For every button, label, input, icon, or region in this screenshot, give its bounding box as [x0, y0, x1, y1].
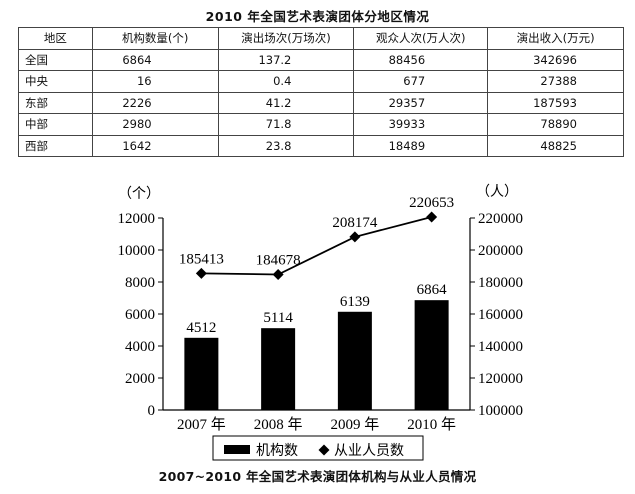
cell-orgs: 16	[91, 70, 219, 93]
cell-region: 中部	[18, 113, 93, 136]
bar-value-label: 4512	[186, 320, 216, 336]
chart-title: 2007~2010 年全国艺术表演团体机构与从业人员情况	[158, 469, 477, 484]
header-orgs: 机构数量(个)	[91, 27, 219, 50]
header-shows: 演出场次(万场次)	[217, 27, 355, 50]
cell-audience: 29357	[353, 91, 489, 114]
cell-revenue: 187593	[487, 91, 624, 114]
legend-line-marker	[318, 444, 330, 456]
cell-revenue: 48825	[487, 134, 624, 157]
table-title: 2010 年全国艺术表演团体分地区情况	[205, 9, 430, 24]
org-staff-chart: 0 2000 4000 6000 8000 10000 12000 100000 120000 1…	[118, 184, 523, 461]
cell-revenue: 342696	[487, 48, 624, 71]
right-tick-label: 100000	[478, 403, 523, 419]
legend-bar-label: 机构数	[256, 443, 298, 459]
staff-value-label: 208174	[332, 215, 378, 231]
right-tick-label: 220000	[478, 211, 523, 227]
staff-point	[272, 269, 284, 281]
cell-region: 全国	[18, 48, 93, 71]
x-tick-label: 2010 年	[407, 416, 456, 433]
cell-audience: 677	[353, 70, 489, 93]
x-tick-label: 2009 年	[330, 416, 379, 433]
table-header-row: 地区 机构数量(个) 演出场次(万场次) 观众人次(万人次) 演出收入(万元)	[18, 27, 624, 50]
table-row: 中央 16 0.4 677 27388	[18, 70, 624, 93]
cell-shows: 137.2	[217, 48, 355, 71]
left-tick-label: 8000	[125, 275, 155, 291]
bar	[337, 311, 372, 410]
staff-line	[201, 216, 432, 276]
left-tick-label: 2000	[125, 371, 155, 387]
right-tick-label: 160000	[478, 307, 523, 323]
cell-shows: 41.2	[217, 91, 355, 114]
left-tick-label: 10000	[118, 243, 156, 259]
staff-point	[349, 231, 361, 243]
x-tick-label: 2007 年	[177, 416, 226, 433]
left-axis-unit: （个）	[118, 186, 160, 202]
table-row: 全国 6864 137.2 88456 342696	[18, 48, 624, 71]
right-tick-label: 120000	[478, 371, 523, 387]
region-stats-table: 地区 机构数量(个) 演出场次(万场次) 观众人次(万人次) 演出收入(万元) …	[18, 27, 624, 157]
left-tick-label: 12000	[118, 211, 156, 227]
bar	[184, 337, 219, 410]
bar-value-label: 5114	[263, 310, 293, 326]
bar	[261, 328, 296, 410]
bar	[414, 300, 449, 410]
cell-orgs: 6864	[91, 48, 219, 71]
cell-region: 东部	[18, 91, 93, 114]
table-row: 中部 2980 71.8 39933 78890	[18, 113, 624, 136]
left-tick-label: 4000	[125, 339, 155, 355]
header-revenue: 演出收入(万元)	[487, 27, 624, 50]
cell-orgs: 2980	[91, 113, 219, 136]
staff-point	[426, 211, 438, 223]
cell-orgs: 1642	[91, 134, 219, 157]
table-row: 西部 1642 23.8 18489 48825	[18, 134, 624, 157]
left-tick-label: 6000	[125, 307, 155, 323]
left-tick-label: 0	[148, 403, 156, 419]
legend-box	[212, 435, 424, 461]
staff-value-label: 220653	[409, 195, 454, 211]
right-tick-label: 180000	[478, 275, 523, 291]
cell-shows: 23.8	[217, 134, 355, 157]
staff-value-label: 185413	[179, 251, 224, 267]
staff-value-label: 184678	[256, 253, 301, 269]
cell-orgs: 2226	[91, 91, 219, 114]
cell-audience: 39933	[353, 113, 489, 136]
legend-line-label: 从业人员数	[334, 443, 404, 459]
header-audience: 观众人次(万人次)	[353, 27, 489, 50]
cell-shows: 71.8	[217, 113, 355, 136]
bar-value-label: 6864	[417, 282, 448, 298]
right-tick-label: 200000	[478, 243, 523, 259]
legend-bar-swatch	[224, 445, 250, 454]
right-axis-unit: （人）	[476, 184, 518, 200]
bar-value-label: 6139	[340, 294, 370, 310]
staff-point	[195, 267, 207, 279]
cell-audience: 18489	[353, 134, 489, 157]
header-region: 地区	[18, 27, 93, 50]
x-tick-label: 2008 年	[254, 416, 303, 433]
right-tick-label: 140000	[478, 339, 523, 355]
cell-revenue: 27388	[487, 70, 624, 93]
cell-region: 西部	[18, 134, 93, 157]
cell-audience: 88456	[353, 48, 489, 71]
table-row: 东部 2226 41.2 29357 187593	[18, 91, 624, 114]
cell-shows: 0.4	[217, 70, 355, 93]
cell-region: 中央	[18, 70, 93, 93]
cell-revenue: 78890	[487, 113, 624, 136]
